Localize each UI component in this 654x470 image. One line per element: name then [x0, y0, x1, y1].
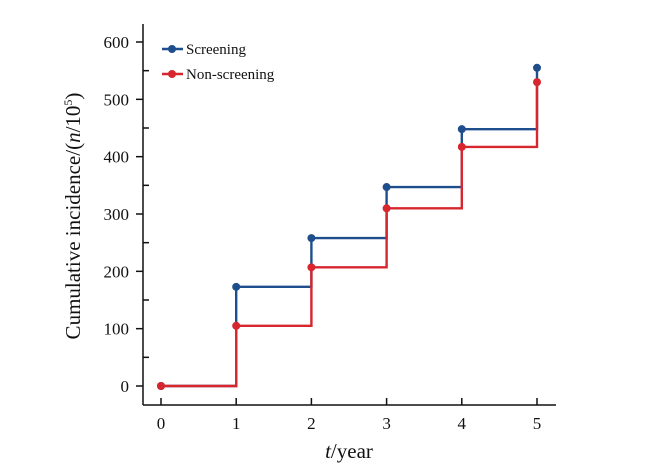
legend-label: Screening	[186, 42, 246, 58]
data-point	[533, 78, 541, 87]
y-tick-label: 300	[104, 205, 130, 224]
x-tick-label: 2	[307, 414, 316, 433]
data-point	[157, 382, 165, 390]
y-tick-label: 600	[104, 33, 130, 52]
y-tick-label: 100	[104, 320, 130, 339]
data-point	[382, 183, 391, 192]
legend-swatch-marker	[168, 70, 176, 78]
y-tick-label: 0	[121, 377, 130, 396]
data-point	[533, 63, 541, 72]
x-tick-label: 4	[458, 414, 467, 433]
data-point	[457, 142, 466, 151]
data-point	[457, 125, 466, 134]
x-tick-label: 1	[232, 414, 241, 433]
data-point	[232, 321, 241, 330]
legend-label: Non-screening	[186, 67, 275, 83]
plot-area	[157, 63, 541, 390]
legend: Screening Non-screening	[162, 42, 275, 83]
x-axis: 0 1 2 3 4 5	[143, 398, 556, 433]
y-tick-label: 400	[104, 148, 130, 167]
x-tick-label: 3	[382, 414, 391, 433]
data-point	[307, 263, 316, 272]
x-tick-label: 0	[157, 414, 166, 433]
series-line-non-screening	[161, 82, 539, 388]
y-tick-label: 200	[104, 262, 130, 281]
x-tick-label: 5	[533, 414, 542, 433]
data-point	[307, 234, 316, 243]
x-axis-title: t/year	[325, 439, 373, 463]
series-line-screening	[161, 67, 539, 388]
y-tick-label: 500	[104, 90, 130, 109]
data-point	[382, 204, 391, 213]
y-axis: 0 100 200 300 400 500 600	[104, 24, 149, 405]
y-axis-title: Cumulative incidence/(n/105)	[61, 93, 85, 340]
data-point	[232, 282, 241, 291]
legend-swatch-marker	[168, 45, 176, 53]
